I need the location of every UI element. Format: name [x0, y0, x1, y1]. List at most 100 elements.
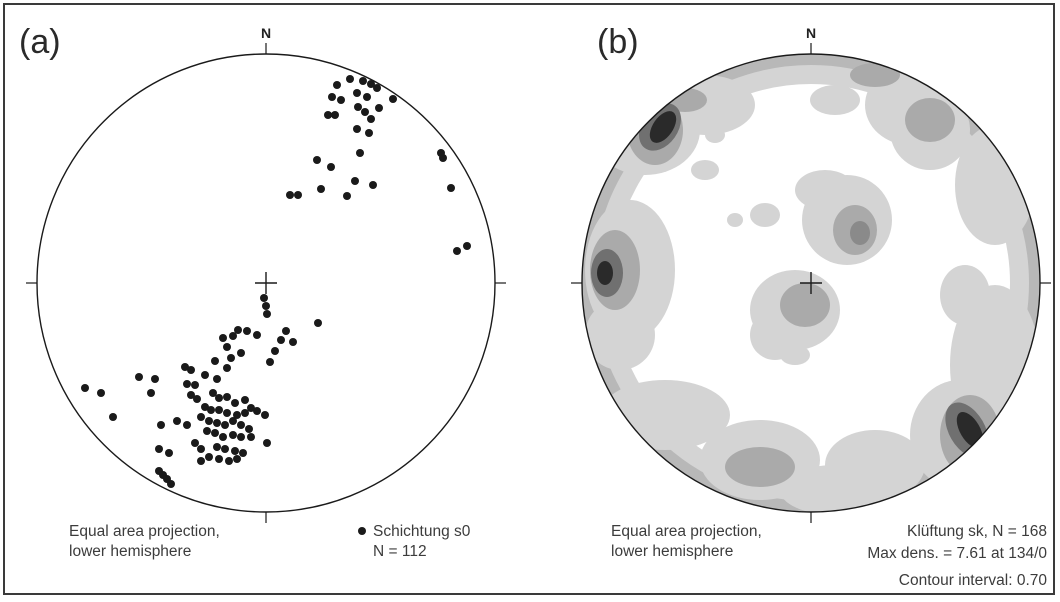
pole-point — [271, 347, 279, 355]
pole-point — [223, 409, 231, 417]
pole-point — [253, 331, 261, 339]
pole-point — [346, 75, 354, 83]
pole-point — [353, 89, 361, 97]
pole-point — [245, 425, 253, 433]
pole-point — [109, 413, 117, 421]
pole-point — [239, 449, 247, 457]
pole-point — [223, 364, 231, 372]
pole-point — [359, 77, 367, 85]
pole-point — [229, 417, 237, 425]
pole-point — [313, 156, 321, 164]
pole-point — [266, 358, 274, 366]
pole-point — [363, 93, 371, 101]
pole-point — [213, 375, 221, 383]
pole-point — [453, 247, 461, 255]
panel-a-caption-line1: Equal area projection, — [69, 523, 220, 540]
pole-point — [187, 366, 195, 374]
pole-point — [277, 336, 285, 344]
stereonet-figure: (a) N Equal area projection, lower hemis… — [19, 23, 1051, 589]
pole-point — [157, 421, 165, 429]
panel-a-center-cross — [255, 272, 277, 294]
panel-b-label: (b) — [597, 23, 639, 61]
pole-point — [367, 115, 375, 123]
pole-point — [173, 417, 181, 425]
panel-b: (b) N — [571, 23, 1051, 589]
pole-point — [261, 411, 269, 419]
filled-dot-icon — [358, 527, 366, 535]
pole-point — [183, 421, 191, 429]
pole-point — [237, 433, 245, 441]
panel-b-north-label: N — [806, 25, 816, 41]
pole-point — [237, 349, 245, 357]
panel-a-legend-line2: N = 112 — [373, 543, 427, 560]
pole-point — [231, 399, 239, 407]
pole-point — [343, 192, 351, 200]
pole-point — [463, 242, 471, 250]
panel-b-cardinal-ticks — [571, 43, 1051, 523]
pole-point — [375, 104, 383, 112]
pole-point — [327, 163, 335, 171]
pole-point — [201, 371, 209, 379]
pole-point — [353, 125, 361, 133]
pole-point — [337, 96, 345, 104]
pole-point — [333, 81, 341, 89]
pole-point — [282, 327, 290, 335]
pole-point — [243, 327, 251, 335]
pole-point — [207, 406, 215, 414]
pole-point — [356, 149, 364, 157]
pole-point — [209, 389, 217, 397]
pole-point — [203, 427, 211, 435]
pole-point — [447, 184, 455, 192]
panel-a-north-label: N — [261, 25, 271, 41]
pole-point — [201, 403, 209, 411]
pole-point — [294, 191, 302, 199]
pole-point — [289, 338, 297, 346]
pole-point — [223, 343, 231, 351]
panel-a-cardinal-ticks — [26, 43, 506, 523]
pole-point — [215, 455, 223, 463]
pole-point — [247, 433, 255, 441]
pole-point — [151, 375, 159, 383]
pole-point — [253, 407, 261, 415]
panel-b-caption-line2: lower hemisphere — [611, 543, 733, 560]
panel-b-caption-line1: Equal area projection, — [611, 523, 762, 540]
pole-point — [314, 319, 322, 327]
pole-point — [229, 332, 237, 340]
pole-point — [223, 393, 231, 401]
pole-point — [219, 433, 227, 441]
pole-point — [389, 95, 397, 103]
pole-point — [215, 406, 223, 414]
figure-frame: (a) N Equal area projection, lower hemis… — [3, 3, 1055, 595]
pole-point — [213, 443, 221, 451]
panel-a-label: (a) — [19, 23, 61, 61]
pole-point — [351, 177, 359, 185]
pole-point — [205, 453, 213, 461]
pole-point — [324, 111, 332, 119]
pole-point — [263, 310, 271, 318]
pole-point — [183, 380, 191, 388]
pole-point — [167, 480, 175, 488]
pole-point — [191, 381, 199, 389]
pole-point — [205, 417, 213, 425]
pole-point — [262, 302, 270, 310]
pole-point — [354, 103, 362, 111]
pole-point — [193, 395, 201, 403]
pole-point — [365, 129, 373, 137]
pole-point — [260, 294, 268, 302]
panel-b-stats-line3: Contour interval: 0.70 — [899, 572, 1048, 589]
pole-point — [361, 108, 369, 116]
pole-point — [331, 111, 339, 119]
pole-point — [247, 404, 255, 412]
pole-point — [147, 389, 155, 397]
pole-point — [369, 181, 377, 189]
pole-point — [197, 413, 205, 421]
pole-point — [97, 389, 105, 397]
pole-point — [155, 445, 163, 453]
pole-point — [181, 363, 189, 371]
pole-point — [263, 439, 271, 447]
panel-a: (a) N Equal area projection, lower hemis… — [19, 23, 506, 560]
pole-point — [225, 457, 233, 465]
pole-point — [215, 394, 223, 402]
pole-point — [221, 421, 229, 429]
pole-point — [213, 419, 221, 427]
